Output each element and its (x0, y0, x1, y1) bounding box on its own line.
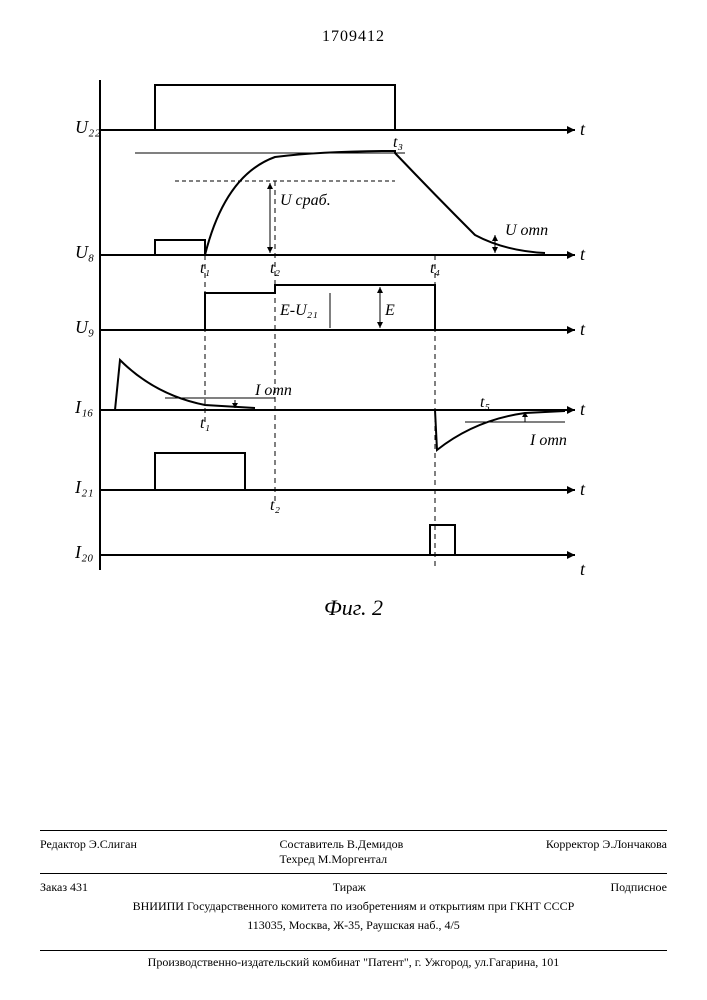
svg-text:U отп: U отп (505, 222, 548, 239)
svg-text:I отп: I отп (254, 382, 292, 399)
svg-text:U₉: U₉ (75, 317, 94, 337)
address-label: 113035, Москва, Ж-35, Раушская наб., 4/5 (40, 916, 667, 935)
svg-text:U₈: U₈ (75, 242, 94, 262)
footer-block: Редактор Э.Слиган Составитель В.Демидов … (40, 826, 667, 935)
svg-text:t₃: t₃ (393, 134, 403, 151)
corrector-label: Корректор Э.Лончакова (546, 837, 667, 867)
svg-text:I₁₆: I₁₆ (75, 397, 94, 417)
patent-number: 1709412 (0, 28, 707, 46)
figure-caption: Фиг. 2 (0, 595, 707, 621)
svg-text:I₂₀: I₂₀ (75, 542, 94, 562)
svg-text:t: t (580, 244, 586, 264)
svg-text:t₁: t₁ (200, 415, 210, 432)
svg-text:t: t (580, 399, 586, 419)
svg-text:I отп: I отп (529, 432, 567, 449)
tech-label: Техред М.Моргентал (279, 852, 387, 866)
svg-text:t₅: t₅ (480, 394, 490, 411)
production-label: Производственно-издательский комбинат "П… (40, 950, 667, 970)
svg-text:U сраб.: U сраб. (280, 192, 331, 209)
svg-text:t: t (580, 559, 586, 579)
svg-text:t: t (580, 119, 586, 139)
svg-text:E: E (384, 302, 395, 319)
svg-text:t: t (580, 479, 586, 499)
org-label: ВНИИПИ Государственного комитета по изоб… (40, 897, 667, 916)
compiler-label: Составитель В.Демидов (279, 837, 403, 851)
svg-text:E-U₂₁: E-U₂₁ (279, 302, 318, 319)
circulation-label: Тираж (333, 880, 366, 895)
subscription-label: Подписное (610, 880, 667, 895)
svg-text:U₂₂: U₂₂ (75, 117, 101, 137)
svg-text:I₂₁: I₂₁ (75, 477, 94, 497)
svg-text:t: t (580, 319, 586, 339)
svg-text:t₂: t₂ (270, 497, 280, 514)
timing-diagram: U₂₂ t t₃ U₈ t U сраб. U отп (75, 75, 631, 585)
order-label: Заказ 431 (40, 880, 88, 895)
editor-label: Редактор Э.Слиган (40, 837, 137, 867)
